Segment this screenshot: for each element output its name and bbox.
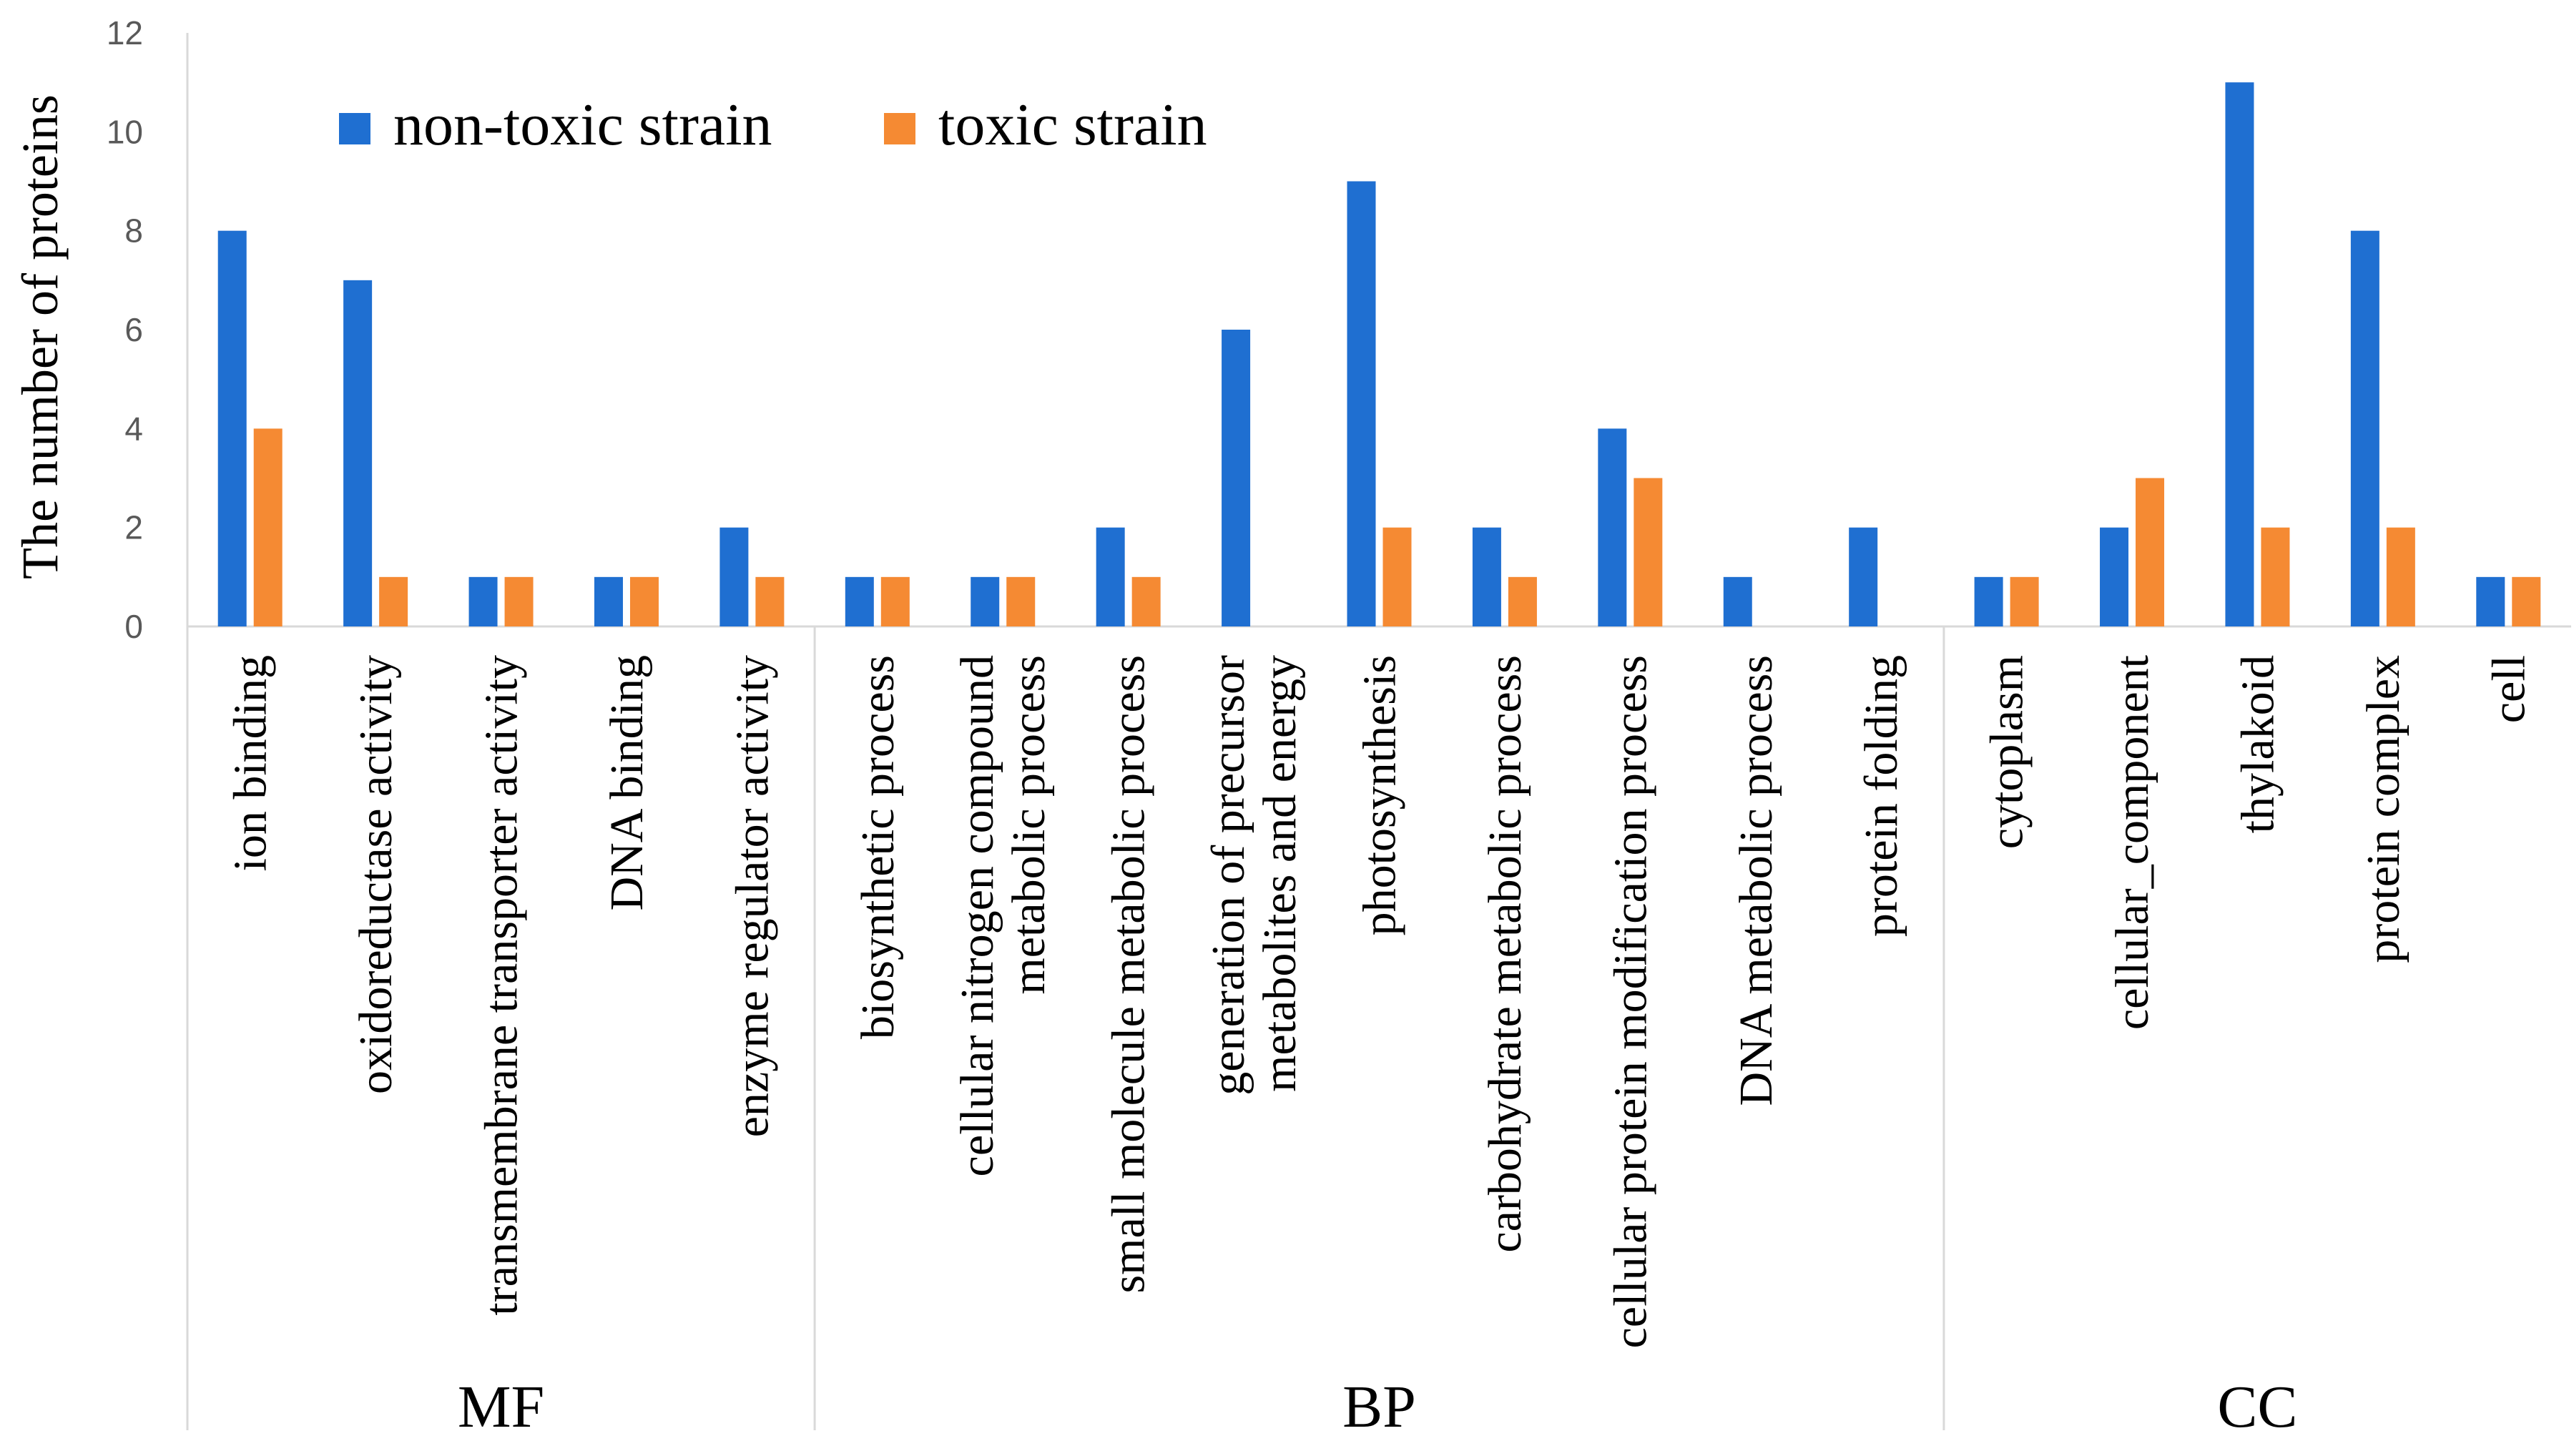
y-tick-label: 8 xyxy=(124,212,143,250)
group-label: MF xyxy=(458,1374,544,1440)
category-label: cell xyxy=(2482,655,2535,723)
y-tick-label: 2 xyxy=(124,509,143,546)
bar-toxic xyxy=(1634,478,1663,626)
category-label: protein folding xyxy=(1855,655,1907,937)
category-label: carbohydrate metabolic process xyxy=(1479,655,1531,1253)
category-label: photosynthesis xyxy=(1354,655,1406,935)
bar-non-toxic xyxy=(1974,576,2003,626)
bar-toxic xyxy=(1006,576,1036,626)
bar-toxic xyxy=(1131,576,1161,626)
legend-label: toxic strain xyxy=(938,92,1207,158)
category-label: cellular nitrogen compound xyxy=(951,655,1003,1176)
y-tick-label: 4 xyxy=(124,410,143,447)
bar-toxic xyxy=(2136,478,2165,626)
bar-toxic xyxy=(1508,576,1537,626)
category-label: enzyme regulator activity xyxy=(726,655,778,1137)
bar-toxic xyxy=(1382,527,1412,626)
legend-swatch xyxy=(339,113,370,144)
bar-toxic xyxy=(379,576,408,626)
bar-non-toxic xyxy=(2225,82,2254,626)
category-label: cellular_component xyxy=(2106,655,2158,1030)
group-label: CC xyxy=(2217,1374,2297,1440)
category-label: ion binding xyxy=(225,655,277,872)
legend-label: non-toxic strain xyxy=(393,92,772,158)
y-tick-label: 6 xyxy=(124,311,143,348)
axes: 0 2 4 6 8 10 12 The number of proteins MF BP CC xyxy=(11,14,2571,1440)
group-label: BP xyxy=(1342,1374,1416,1440)
category-label: oxidoreductase activity xyxy=(350,655,402,1094)
y-tick-label: 10 xyxy=(107,113,143,150)
bar-non-toxic xyxy=(1347,181,1376,626)
bars xyxy=(217,82,2541,627)
category-label: biosynthetic process xyxy=(852,655,904,1039)
bar-non-toxic xyxy=(2476,576,2505,626)
bar-non-toxic xyxy=(594,576,623,626)
bar-non-toxic xyxy=(2350,230,2379,627)
legend: non-toxic strain toxic strain xyxy=(339,92,1207,158)
bar-toxic xyxy=(755,576,785,626)
category-labels: ion binding oxidoreductase activity transm… xyxy=(225,655,2535,1349)
y-tick-label: 12 xyxy=(107,14,143,51)
legend-swatch xyxy=(884,113,915,144)
y-axis-title: The number of proteins xyxy=(11,94,69,579)
category-label: cytoplasm xyxy=(1981,655,2033,849)
bar-non-toxic xyxy=(845,576,874,626)
bar-non-toxic xyxy=(2100,527,2129,626)
bar-non-toxic xyxy=(719,527,749,626)
bar-toxic xyxy=(253,428,283,626)
category-label: metabolic process xyxy=(1003,655,1055,995)
bar-non-toxic xyxy=(468,576,498,626)
bar-non-toxic xyxy=(1472,527,1501,626)
category-label: DNA binding xyxy=(601,655,653,911)
bar-toxic xyxy=(504,576,534,626)
bar-toxic xyxy=(2512,576,2541,626)
bar-toxic xyxy=(880,576,910,626)
bar-non-toxic xyxy=(1598,428,1627,626)
category-label: transmembrane transporter activity xyxy=(476,655,528,1316)
bar-toxic xyxy=(629,576,659,626)
bar-non-toxic xyxy=(217,230,247,627)
bar-non-toxic xyxy=(1222,330,1251,626)
category-label: cellular protein modification process xyxy=(1604,655,1656,1349)
bar-non-toxic xyxy=(1849,527,1878,626)
bar-non-toxic xyxy=(1723,576,1752,626)
bar-toxic xyxy=(2261,527,2290,626)
bar-non-toxic xyxy=(1096,527,1125,626)
category-label: protein complex xyxy=(2357,655,2410,963)
category-label: metabolites and energy xyxy=(1254,655,1306,1092)
bar-non-toxic xyxy=(971,576,1000,626)
category-label: DNA metabolic process xyxy=(1730,655,1782,1106)
bar-toxic xyxy=(2010,576,2039,626)
category-label: small molecule metabolic process xyxy=(1103,655,1155,1294)
bar-toxic xyxy=(2386,527,2415,626)
y-tick-label: 0 xyxy=(124,608,143,645)
bar-non-toxic xyxy=(343,280,373,626)
category-label: generation of precursor xyxy=(1202,655,1254,1096)
category-label: thylakoid xyxy=(2231,655,2284,833)
